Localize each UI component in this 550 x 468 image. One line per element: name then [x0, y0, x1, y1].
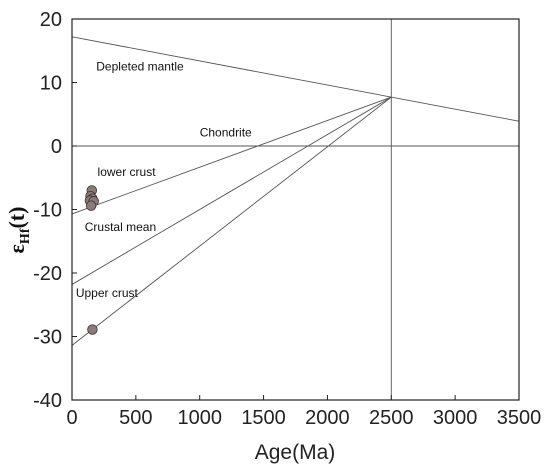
y-axis-title: εHf(t): [4, 207, 33, 254]
depleted-mantle-line: [71, 36, 520, 122]
plot-border: [71, 18, 520, 401]
annotation-depleted-mantle: Depleted mantle: [96, 59, 184, 73]
annotation-lower-crust: lower crust: [98, 165, 157, 179]
x-tick-label: 0: [66, 407, 77, 429]
lower-crust-line: [71, 96, 392, 215]
upper-crust-line: [71, 96, 392, 346]
x-tick-label: 500: [119, 407, 152, 429]
data-point: [87, 324, 98, 335]
x-tick-label: 3000: [433, 407, 478, 429]
annotation-upper-crust: Upper crust: [76, 286, 139, 300]
crustal-mean-line: [71, 96, 392, 285]
y-tick-label: -10: [33, 200, 62, 222]
annotation-chondrite: Chondrite: [200, 125, 252, 139]
y-tick-label: -20: [33, 263, 62, 285]
y-axis: 20 10 0 -10 -20 -30 -40: [33, 9, 77, 412]
y-tick-label: 20: [40, 9, 62, 31]
x-tick-label: 1500: [241, 407, 286, 429]
annotations: Depleted mantle Chondrite lower crust Crust…: [76, 59, 252, 300]
reference-lines: [71, 19, 520, 400]
x-axis-title: Age(Ma): [255, 441, 336, 464]
y-tick-label: -30: [33, 327, 62, 349]
y-axis-title-main: ε: [4, 244, 29, 253]
y-tick-label: 0: [51, 136, 62, 158]
y-tick-label: -40: [33, 390, 62, 412]
x-tick-label: 3500: [497, 407, 542, 429]
x-tick-label: 2500: [369, 407, 414, 429]
y-axis-title-tail: (t): [4, 207, 29, 229]
y-tick-label: 10: [40, 73, 62, 95]
x-tick-label: 1000: [177, 407, 222, 429]
data-point: [85, 200, 97, 211]
annotation-crustal-mean: Crustal mean: [85, 220, 156, 234]
plot-frame: [71, 18, 520, 401]
y-axis-title-sub: Hf: [18, 228, 33, 244]
data-points: [84, 185, 99, 335]
x-tick-label: 2000: [305, 407, 350, 429]
x-axis: 0 500 1000 1500 2000 2500 3000 3500: [66, 395, 541, 429]
